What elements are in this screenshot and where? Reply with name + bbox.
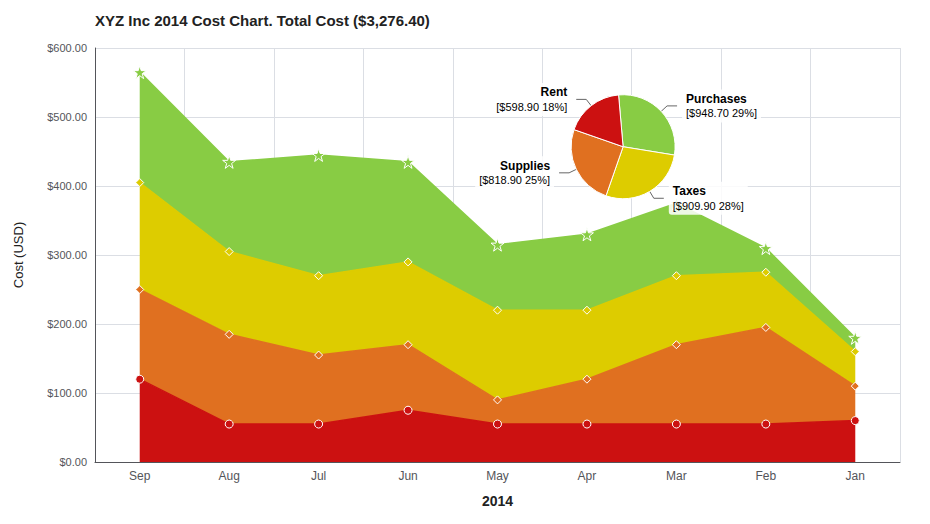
svg-text:[$818.90 25%]: [$818.90 25%]	[479, 174, 550, 186]
svg-text:Apr: Apr	[578, 469, 597, 483]
svg-text:[$948.70 29%]: [$948.70 29%]	[686, 107, 757, 119]
svg-text:2014: 2014	[482, 493, 513, 509]
svg-text:Jul: Jul	[311, 469, 326, 483]
svg-text:XYZ Inc 2014 Cost Chart. Total: XYZ Inc 2014 Cost Chart. Total Cost ($3,…	[95, 12, 430, 29]
svg-text:May: May	[486, 469, 509, 483]
svg-text:$200.00: $200.00	[47, 318, 87, 330]
svg-text:Sep: Sep	[129, 469, 151, 483]
svg-text:Aug: Aug	[218, 469, 239, 483]
svg-text:Jun: Jun	[398, 469, 417, 483]
svg-text:$0.00: $0.00	[59, 456, 87, 468]
svg-text:$500.00: $500.00	[47, 111, 87, 123]
svg-text:$100.00: $100.00	[47, 387, 87, 399]
svg-text:$400.00: $400.00	[47, 180, 87, 192]
svg-text:Taxes: Taxes	[673, 184, 706, 198]
svg-text:Rent: Rent	[541, 85, 568, 99]
svg-text:Mar: Mar	[666, 469, 687, 483]
svg-text:[$909.90 28%]: [$909.90 28%]	[673, 200, 744, 212]
svg-text:Cost (USD): Cost (USD)	[11, 222, 26, 288]
svg-text:Purchases: Purchases	[686, 92, 747, 106]
svg-text:$600.00: $600.00	[47, 42, 87, 54]
svg-text:[$598.90 18%]: [$598.90 18%]	[496, 101, 567, 113]
svg-text:Supplies: Supplies	[500, 159, 550, 173]
svg-text:$300.00: $300.00	[47, 249, 87, 261]
svg-text:Feb: Feb	[755, 469, 776, 483]
svg-text:Jan: Jan	[846, 469, 865, 483]
